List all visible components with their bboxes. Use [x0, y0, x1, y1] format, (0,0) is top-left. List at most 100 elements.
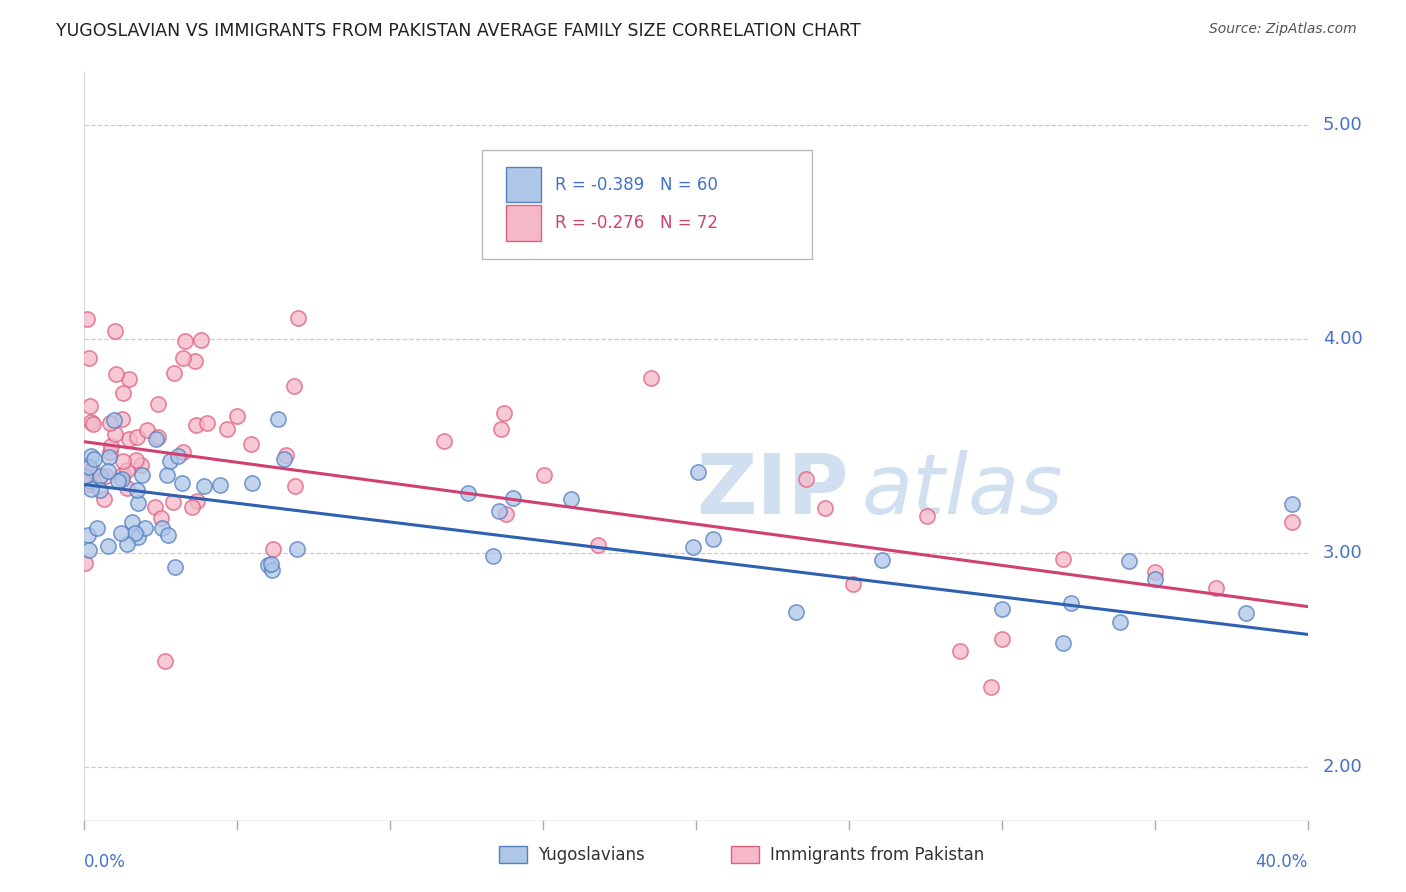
- Point: [702, 533, 724, 547]
- Point: [110, 472, 132, 486]
- Point: [870, 552, 893, 566]
- Point: [1109, 615, 1132, 629]
- Point: [98, 416, 121, 430]
- Text: ZIP: ZIP: [696, 450, 848, 532]
- Point: [76, 312, 98, 326]
- Text: YUGOSLAVIAN VS IMMIGRANTS FROM PAKISTAN AVERAGE FAMILY SIZE CORRELATION CHART: YUGOSLAVIAN VS IMMIGRANTS FROM PAKISTAN …: [56, 22, 860, 40]
- Text: 0.0%: 0.0%: [84, 853, 127, 871]
- Point: [917, 509, 939, 524]
- Point: [167, 449, 190, 463]
- Point: [75, 557, 97, 571]
- Point: [184, 354, 207, 368]
- Point: [89, 483, 111, 497]
- FancyBboxPatch shape: [482, 150, 813, 259]
- FancyBboxPatch shape: [506, 167, 541, 202]
- Point: [174, 334, 197, 348]
- Point: [146, 396, 169, 410]
- Point: [94, 468, 117, 483]
- Point: [143, 500, 166, 515]
- Point: [266, 412, 288, 426]
- Point: [283, 379, 305, 393]
- Point: [285, 542, 308, 557]
- Point: [262, 542, 284, 557]
- Point: [276, 448, 298, 462]
- Point: [104, 324, 127, 338]
- Point: [1236, 606, 1258, 620]
- Point: [135, 423, 157, 437]
- Point: [134, 520, 156, 534]
- Point: [118, 432, 141, 446]
- Point: [284, 479, 307, 493]
- Point: [1281, 497, 1303, 511]
- Point: [98, 445, 121, 459]
- Point: [209, 478, 232, 492]
- Point: [215, 422, 238, 436]
- Point: [86, 521, 108, 535]
- Point: [125, 483, 148, 498]
- Point: [560, 491, 582, 506]
- Point: [186, 494, 208, 508]
- Point: [1143, 565, 1166, 579]
- Point: [1059, 596, 1081, 610]
- Point: [433, 434, 456, 448]
- Point: [287, 311, 309, 326]
- Point: [225, 409, 247, 423]
- Point: [103, 427, 125, 442]
- Point: [494, 406, 516, 420]
- Point: [111, 454, 134, 468]
- Point: [150, 521, 173, 535]
- Point: [129, 458, 152, 472]
- Point: [260, 563, 283, 577]
- Point: [488, 504, 510, 518]
- Text: Immigrants from Pakistan: Immigrants from Pakistan: [770, 846, 984, 863]
- Point: [79, 400, 101, 414]
- Point: [79, 460, 101, 475]
- Point: [145, 432, 167, 446]
- Point: [89, 468, 111, 483]
- Point: [159, 454, 181, 468]
- Point: [79, 482, 101, 496]
- Point: [79, 351, 101, 366]
- Point: [172, 444, 194, 458]
- FancyBboxPatch shape: [506, 205, 541, 242]
- Point: [97, 450, 120, 464]
- Point: [79, 449, 101, 463]
- Point: [1118, 554, 1140, 568]
- Point: [239, 436, 262, 450]
- Point: [242, 475, 264, 490]
- Point: [163, 366, 186, 380]
- Point: [180, 500, 202, 514]
- Point: [162, 495, 184, 509]
- Point: [93, 492, 115, 507]
- Point: [193, 479, 215, 493]
- Point: [115, 481, 138, 495]
- Text: 5.00: 5.00: [1323, 116, 1362, 134]
- Point: [260, 557, 283, 571]
- Text: 4.00: 4.00: [1323, 330, 1362, 348]
- Text: atlas: atlas: [860, 450, 1063, 532]
- Point: [153, 654, 176, 668]
- Point: [1052, 636, 1074, 650]
- Point: [156, 528, 179, 542]
- Point: [117, 463, 139, 477]
- Point: [1143, 572, 1166, 586]
- Point: [172, 475, 194, 490]
- Point: [111, 412, 134, 426]
- Point: [842, 577, 865, 591]
- Text: Source: ZipAtlas.com: Source: ZipAtlas.com: [1209, 22, 1357, 37]
- Point: [1052, 551, 1074, 566]
- Point: [1281, 515, 1303, 529]
- Point: [100, 439, 122, 453]
- Point: [682, 541, 704, 555]
- Text: 3.00: 3.00: [1323, 544, 1362, 562]
- Point: [124, 525, 146, 540]
- Point: [83, 452, 105, 467]
- Point: [588, 538, 610, 552]
- Point: [533, 467, 555, 482]
- Point: [184, 417, 207, 432]
- Point: [991, 632, 1014, 647]
- Point: [980, 681, 1002, 695]
- Point: [785, 605, 807, 619]
- Point: [96, 539, 118, 553]
- Point: [82, 417, 104, 431]
